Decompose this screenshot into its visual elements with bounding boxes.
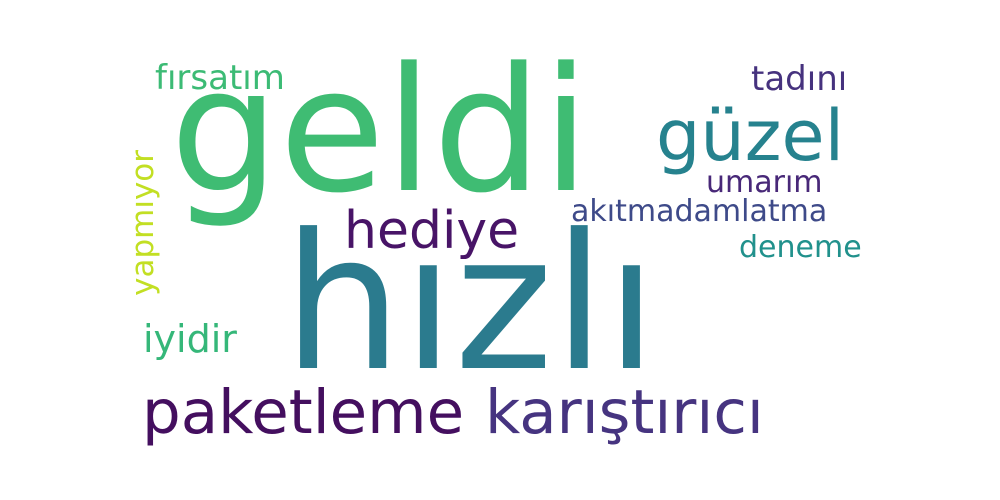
word-guzel: güzel: [656, 95, 845, 177]
word-yapmiyor: yapmıyor: [125, 150, 161, 296]
word-deneme: deneme: [739, 230, 862, 265]
word-paketleme: paketleme: [142, 377, 465, 448]
word-akitmadamlatma: akıtmadamlatma: [571, 194, 828, 229]
word-hizli: hızlı: [283, 194, 658, 413]
word-iyidir: iyidir: [143, 317, 237, 361]
word-firsatim: fırsatım: [155, 58, 285, 98]
word-umarim: umarım: [706, 165, 823, 200]
word-hediye: hediye: [344, 201, 520, 261]
word-tadini: tadını: [751, 59, 848, 99]
word-karistirici: karıştırıcı: [485, 377, 764, 448]
word-geldi: geldi: [170, 30, 590, 231]
